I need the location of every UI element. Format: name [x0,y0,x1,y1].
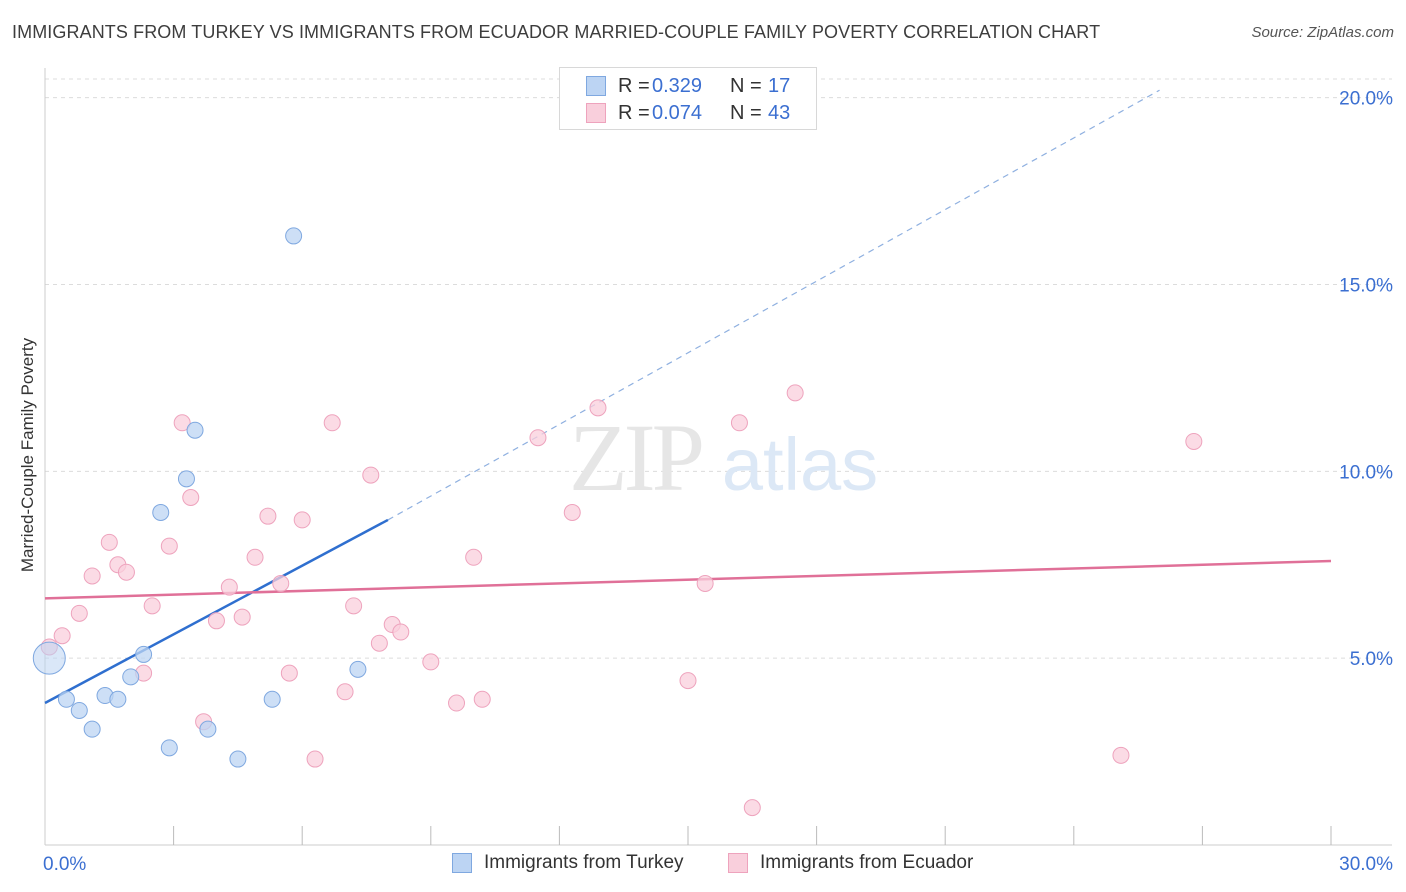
n-label: N = [730,75,762,97]
ecuador-point [465,548,483,566]
r-label: R = [618,75,650,97]
ecuador-point [306,750,324,768]
ecuador-point [563,503,581,521]
y-tick-label: 20.0% [1339,89,1393,110]
turkey-trend-extension [387,89,1160,521]
turkey-point [57,690,75,708]
ecuador-point [143,597,161,615]
ecuador-point [173,414,191,432]
x-tick-label: 30.0% [1339,854,1393,875]
ecuador-point [422,653,440,671]
turkey-point [83,720,101,738]
watermark: ZIP atlas [569,404,878,511]
ecuador-point [743,799,761,817]
correlation-legend: R = 0.329 N = 17 R = 0.074 N = 43 [559,67,817,130]
data-points [32,227,1203,817]
turkey-point [135,645,153,663]
ecuador-point [392,623,410,641]
ecuador-point [233,608,251,626]
r-label: R = [618,102,650,124]
turkey-swatch [452,853,472,873]
x-tick-label: 0.0% [43,854,86,875]
ecuador-point [280,664,298,682]
ecuador-point [448,694,466,712]
turkey-trend-line [44,518,389,705]
ecuador-point [786,384,804,402]
ecuador-point [117,563,135,581]
ecuador-point [336,683,354,701]
ecuador-point [370,634,388,652]
ecuador-point [70,604,88,622]
ecuador-point [100,533,118,551]
turkey-point [263,690,281,708]
turkey-point [70,701,88,719]
ecuador-point [220,578,238,596]
y-tick-label: 15.0% [1339,276,1393,297]
n-value: 17 [768,75,791,97]
ecuador-point [182,488,200,506]
ecuador-swatch [586,103,606,123]
watermark-atlas: atlas [722,423,878,506]
ecuador-point [1185,432,1203,450]
ecuador-point [529,429,547,447]
turkey-point [32,641,66,675]
ecuador-point [679,672,697,690]
turkey-point [109,690,127,708]
ecuador-trend-line [44,559,1332,600]
turkey-point [199,720,217,738]
axes [44,68,1392,846]
r-value: 0.329 [652,75,703,97]
ecuador-point [293,511,311,529]
ecuador-point [589,399,607,417]
turkey-point [186,421,204,439]
source-label: Source: ZipAtlas.com [1251,24,1394,41]
chart-title: IMMIGRANTS FROM TURKEY VS IMMIGRANTS FRO… [12,22,1101,42]
n-label: N = [730,102,762,124]
ecuador-point [696,574,714,592]
ecuador-point [83,567,101,585]
ecuador-point [730,414,748,432]
y-tick-label: 10.0% [1339,462,1393,483]
watermark-zip: ZIP [569,404,702,511]
ecuador-point [272,574,290,592]
ecuador-point [207,612,225,630]
y-axis-label: Married-Couple Family Poverty [18,337,37,573]
turkey-point [177,470,195,488]
legend-label: Immigrants from Ecuador [760,852,974,873]
ecuador-swatch [728,853,748,873]
grid-lines [45,78,1392,659]
r-value: 0.074 [652,102,703,124]
ecuador-point [362,466,380,484]
ecuador-point [160,537,178,555]
ecuador-point [345,597,363,615]
ecuador-point [323,414,341,432]
y-tick-label: 5.0% [1350,649,1393,670]
trend-lines [44,89,1332,705]
tick-labels: 5.0% 10.0% 15.0% 20.0% 0.0% 30.0% [43,89,1393,875]
turkey-point [349,660,367,678]
legend-label: Immigrants from Turkey [484,852,684,873]
turkey-point [152,503,170,521]
ecuador-point [259,507,277,525]
turkey-point [285,227,303,245]
ecuador-point [473,690,491,708]
turkey-swatch [586,76,606,96]
turkey-point [122,668,140,686]
turkey-point [160,739,178,757]
turkey-point [229,750,247,768]
n-value: 43 [768,102,791,124]
ecuador-point [246,548,264,566]
ecuador-point [1112,746,1130,764]
ecuador-point [53,627,71,645]
